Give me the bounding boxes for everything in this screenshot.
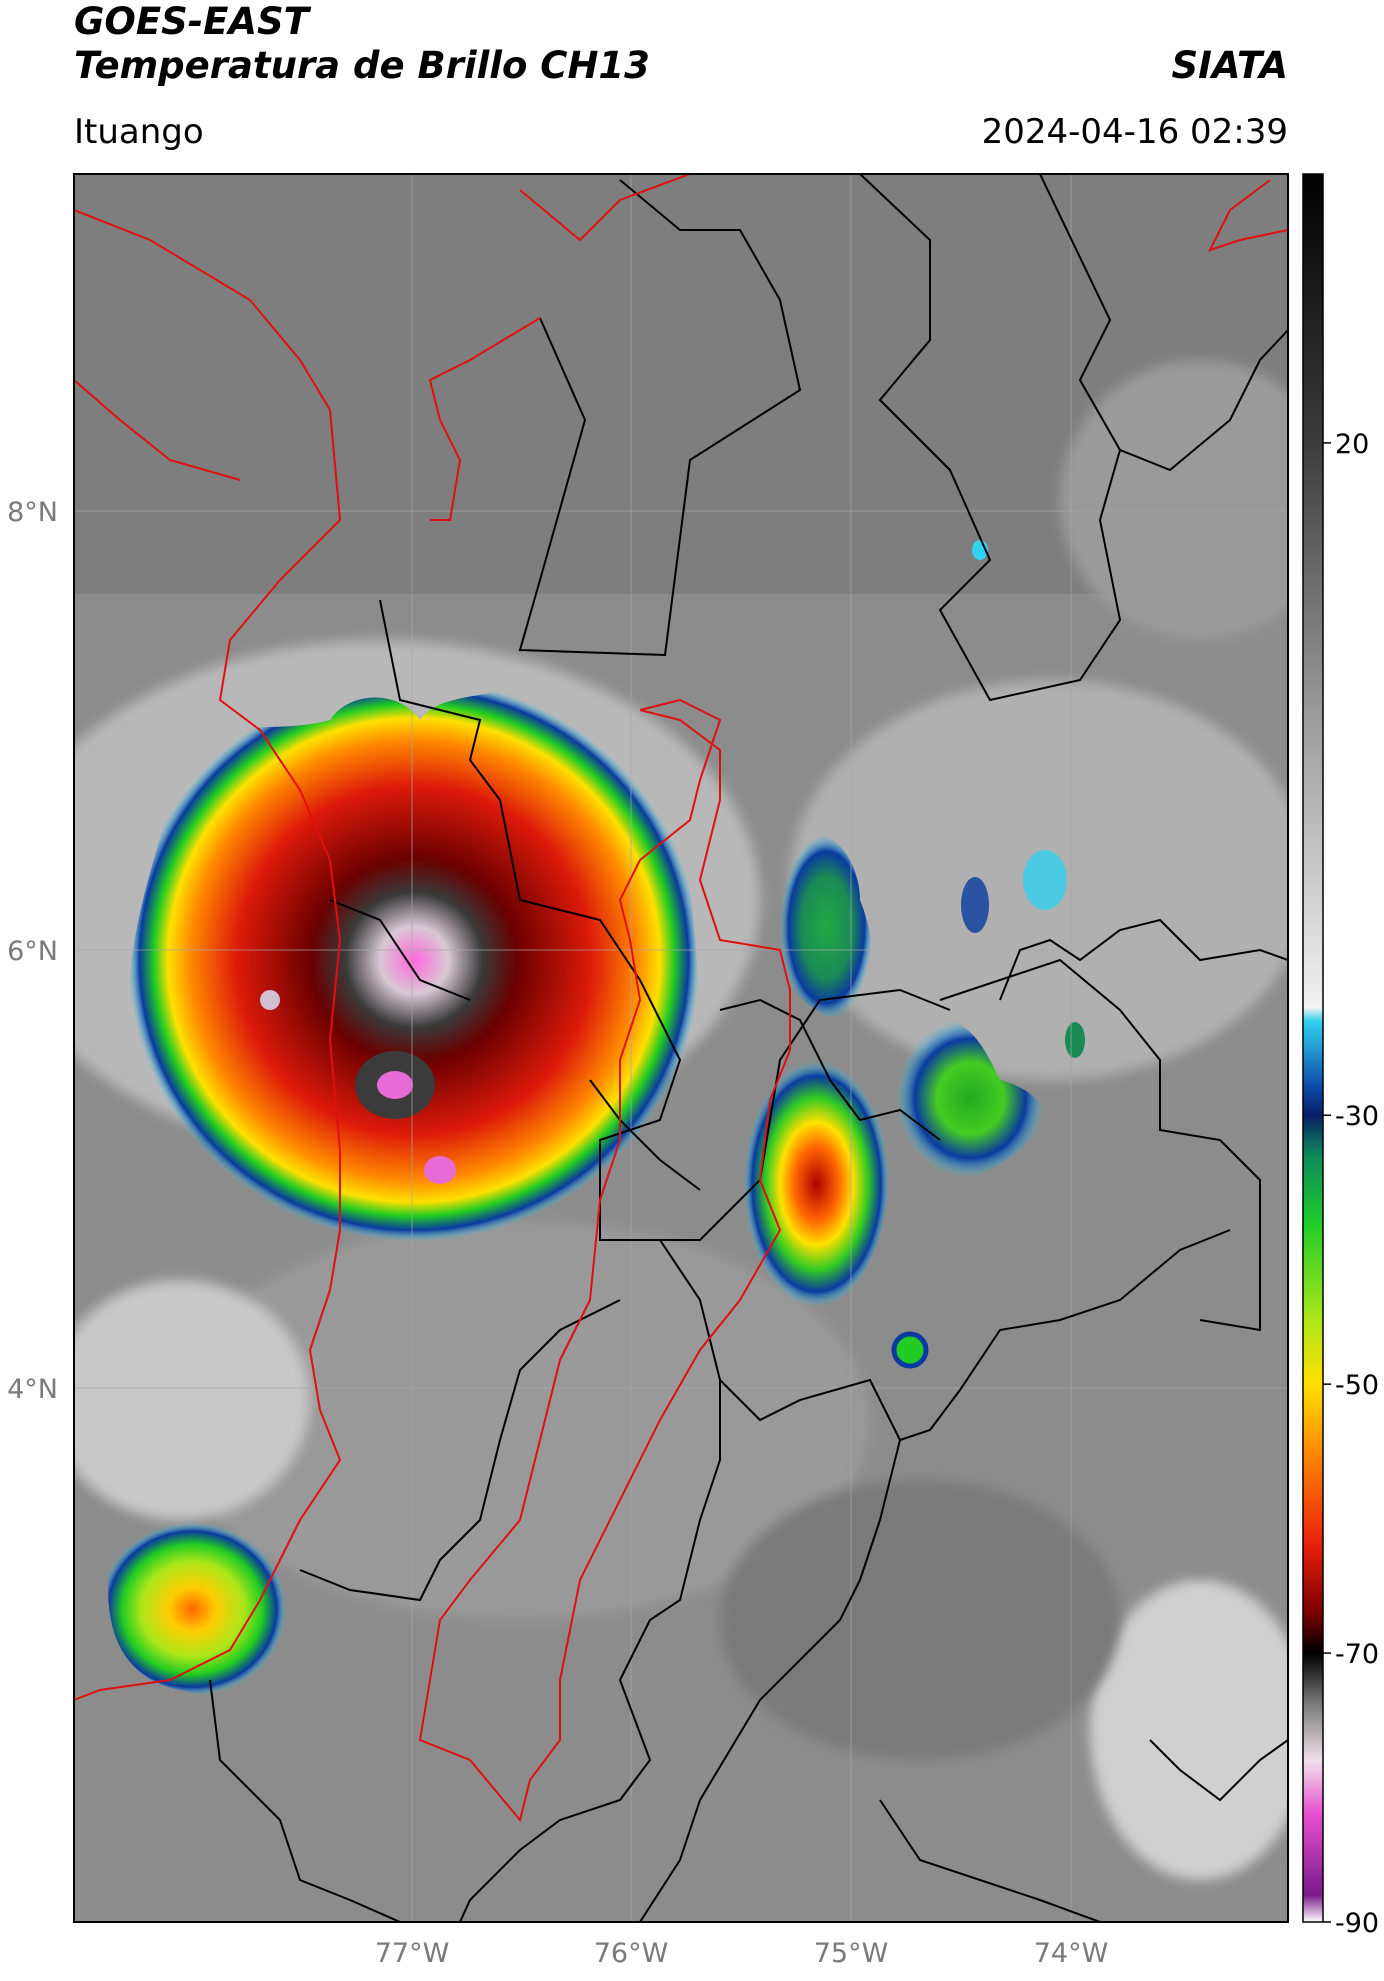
ir-brightness-field: [74, 174, 1288, 1922]
colorbar-tick-label: -30: [1335, 1101, 1379, 1132]
colorbar-tick-label: 20: [1335, 429, 1369, 460]
colorbar-tick-label: -50: [1335, 1370, 1379, 1401]
lat-label-4N: 4°N: [7, 1374, 58, 1405]
map-frame: [73, 173, 1289, 1923]
lon-label-74W: 74°W: [1034, 1938, 1109, 1969]
colorbar-tick-label: -70: [1335, 1639, 1379, 1670]
graticule: [74, 174, 1288, 1922]
timestamp-label: 2024-04-16 02:39: [981, 112, 1288, 152]
lon-label-75W: 75°W: [814, 1938, 889, 1969]
lon-label-76W: 76°W: [594, 1938, 669, 1969]
main-convective-storm: [128, 678, 701, 1242]
department-boundaries: [209, 174, 1288, 1922]
colorbar: 20 -30 -50 -70 -90: [1302, 173, 1379, 1939]
organization-label: SIATA: [1171, 44, 1288, 87]
lat-label-6N: 6°N: [7, 936, 58, 967]
colorbar-ramp: [1302, 173, 1324, 1923]
lon-label-77W: 77°W: [375, 1938, 450, 1969]
southwest-storm-cell: [108, 1522, 296, 1696]
satellite-title: GOES-EAST: [74, 0, 309, 43]
product-title: Temperatura de Brillo CH13: [74, 44, 650, 87]
national-boundaries: [74, 174, 1288, 1823]
eastern-storm-cell: [896, 1018, 1045, 1179]
central-storm-cell: [743, 1061, 890, 1307]
colorbar-tick-label: -90: [1335, 1908, 1379, 1939]
northern-storm-cell: [780, 834, 874, 1020]
lat-label-8N: 8°N: [7, 497, 58, 528]
region-label: Ituango: [74, 112, 204, 152]
